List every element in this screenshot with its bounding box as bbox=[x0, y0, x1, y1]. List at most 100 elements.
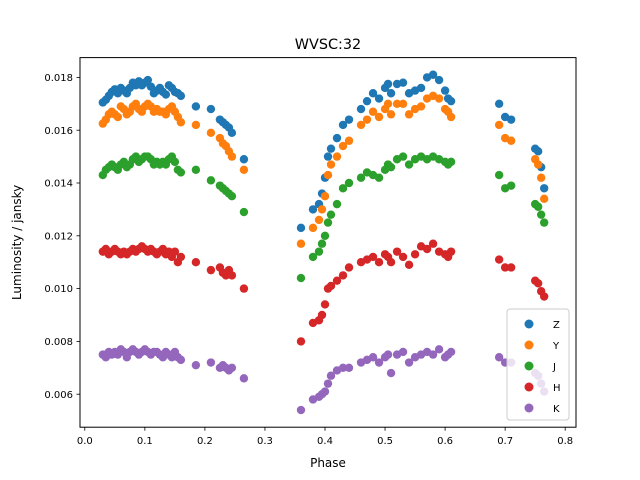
point-Z-42 bbox=[332, 133, 342, 143]
point-Y-50 bbox=[383, 99, 393, 109]
point-Y-41 bbox=[326, 160, 336, 169]
point-H-64 bbox=[500, 263, 510, 272]
point-Y-43 bbox=[338, 141, 348, 151]
point-J-53 bbox=[398, 152, 408, 161]
legend-label-Z: Z bbox=[553, 320, 560, 331]
point-Y-44 bbox=[344, 136, 354, 145]
point-H-43 bbox=[338, 271, 348, 280]
point-H-33 bbox=[227, 271, 237, 280]
point-K-59 bbox=[434, 345, 444, 354]
point-Y-59 bbox=[434, 94, 444, 103]
x-axis-label: Phase bbox=[310, 456, 346, 470]
point-J-26 bbox=[176, 168, 186, 177]
point-Y-27 bbox=[191, 120, 201, 130]
x-tick-label: 0.7 bbox=[497, 436, 513, 447]
point-Z-65 bbox=[506, 115, 516, 124]
point-H-58 bbox=[428, 239, 438, 248]
point-J-65 bbox=[506, 181, 516, 190]
data-points bbox=[98, 70, 549, 415]
point-Y-36 bbox=[308, 223, 318, 233]
point-J-35 bbox=[296, 273, 306, 283]
point-Z-67 bbox=[533, 147, 543, 156]
point-J-45 bbox=[356, 173, 366, 182]
series-H bbox=[98, 239, 549, 346]
point-Y-51 bbox=[386, 110, 396, 119]
point-J-62 bbox=[446, 157, 456, 167]
point-J-67 bbox=[533, 202, 543, 211]
point-Y-40 bbox=[323, 170, 333, 180]
point-Y-33 bbox=[227, 152, 237, 161]
point-J-28 bbox=[206, 176, 216, 185]
point-Y-48 bbox=[374, 112, 384, 122]
x-tick-label: 0.8 bbox=[557, 436, 573, 447]
point-K-41 bbox=[326, 371, 336, 380]
point-H-57 bbox=[422, 244, 432, 254]
point-Y-47 bbox=[368, 107, 378, 116]
y-tick-label: 0.006 bbox=[44, 390, 73, 401]
point-Z-35 bbox=[296, 223, 306, 233]
point-Z-46 bbox=[362, 96, 372, 106]
y-tick-label: 0.018 bbox=[44, 73, 73, 84]
point-Z-40 bbox=[323, 152, 333, 161]
point-K-53 bbox=[398, 347, 408, 357]
x-tick-label: 0.3 bbox=[257, 436, 273, 447]
point-H-67 bbox=[533, 279, 543, 288]
point-Z-48 bbox=[374, 94, 384, 103]
point-H-63 bbox=[494, 255, 504, 264]
point-H-24 bbox=[170, 247, 180, 256]
point-Z-60 bbox=[440, 86, 450, 95]
point-Y-68 bbox=[536, 173, 546, 182]
legend-marker-Z bbox=[524, 319, 534, 329]
point-H-26 bbox=[176, 252, 186, 262]
plot-frame bbox=[79, 57, 577, 428]
x-tick-label: 0.0 bbox=[77, 436, 93, 447]
point-Z-28 bbox=[206, 104, 216, 114]
point-Z-59 bbox=[434, 75, 444, 85]
point-H-35 bbox=[296, 337, 306, 346]
point-H-28 bbox=[206, 265, 216, 275]
point-J-40 bbox=[323, 218, 333, 227]
series-Z bbox=[98, 70, 549, 233]
point-Y-38 bbox=[317, 205, 327, 214]
point-Y-65 bbox=[506, 136, 516, 145]
legend-label-H: H bbox=[553, 383, 561, 394]
point-J-34 bbox=[239, 207, 249, 217]
y-tick-label: 0.014 bbox=[44, 179, 73, 190]
legend-marker-J bbox=[524, 361, 534, 371]
point-K-63 bbox=[494, 353, 504, 362]
series-Y bbox=[98, 91, 549, 248]
point-K-54 bbox=[404, 358, 414, 367]
point-H-65 bbox=[506, 263, 516, 272]
point-Z-69 bbox=[539, 184, 549, 193]
point-J-43 bbox=[338, 184, 348, 193]
point-Y-28 bbox=[206, 128, 216, 138]
point-Y-69 bbox=[539, 194, 549, 204]
point-J-41 bbox=[326, 210, 336, 219]
point-K-48 bbox=[374, 358, 384, 367]
x-tick-label: 0.6 bbox=[437, 436, 453, 447]
point-J-36 bbox=[308, 252, 318, 262]
point-J-63 bbox=[494, 170, 504, 180]
point-Z-21 bbox=[161, 90, 171, 99]
point-H-41 bbox=[326, 281, 336, 291]
x-tick-label: 0.4 bbox=[317, 436, 333, 447]
point-H-55 bbox=[410, 250, 420, 259]
point-K-43 bbox=[338, 363, 348, 372]
x-tick-label: 0.1 bbox=[137, 436, 153, 447]
point-J-68 bbox=[536, 210, 546, 219]
point-K-34 bbox=[239, 374, 249, 383]
x-tick-label: 0.2 bbox=[197, 436, 213, 447]
point-J-42 bbox=[332, 199, 342, 209]
point-K-40 bbox=[323, 379, 333, 388]
point-Z-34 bbox=[239, 155, 249, 164]
point-Y-63 bbox=[494, 120, 504, 130]
y-tick-label: 0.012 bbox=[44, 231, 73, 242]
point-Y-67 bbox=[533, 160, 543, 169]
point-Z-16 bbox=[146, 82, 156, 91]
point-K-35 bbox=[296, 405, 306, 415]
point-H-52 bbox=[392, 247, 402, 256]
point-Y-35 bbox=[296, 239, 306, 248]
point-Z-44 bbox=[344, 115, 354, 124]
point-Y-39 bbox=[320, 192, 330, 201]
